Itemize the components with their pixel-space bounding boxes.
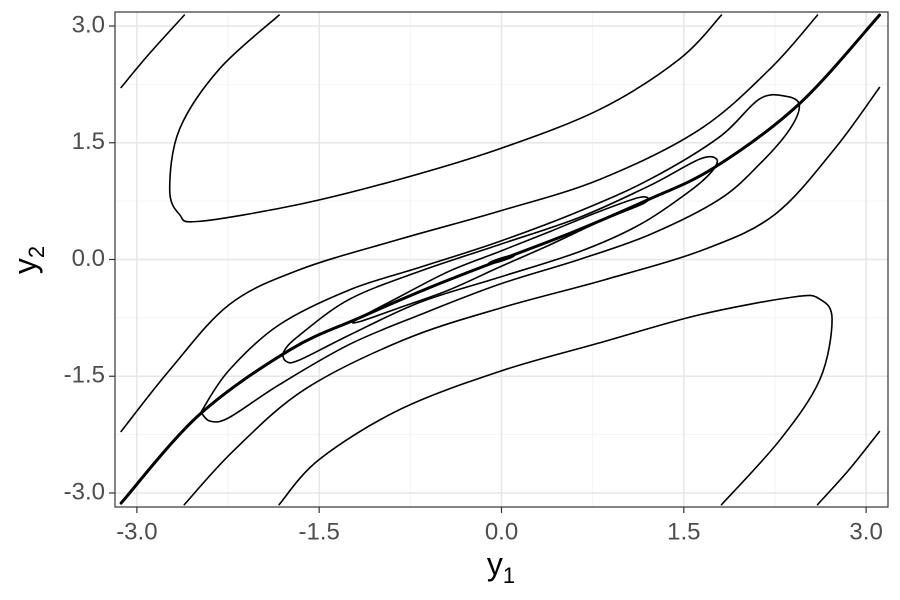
x-axis-title-sub: 1 [503, 563, 515, 588]
x-axis-title: y1 [487, 546, 515, 588]
y-tick-label: -1.5 [64, 362, 105, 389]
y-tick-label: -3.0 [64, 478, 105, 505]
contours [119, 13, 881, 506]
x-tick-label: 3.0 [849, 518, 882, 545]
x-tick-label: 1.5 [667, 518, 700, 545]
ticks: -3.0 -1.5 0.0 1.5 3.0 -3.0 -1.5 0.0 1.5 3.0 [64, 11, 883, 545]
contour-line [282, 155, 719, 364]
y-axis-title: y2 [7, 246, 49, 274]
contour-line [487, 254, 516, 265]
y-tick-label: 0.0 [72, 245, 105, 272]
y-tick-label: 3.0 [72, 11, 105, 38]
contour-line [120, 14, 819, 433]
contour-line [183, 86, 881, 506]
y-tick-label: 1.5 [72, 128, 105, 155]
y-axis-title-main: y [7, 258, 43, 274]
y-axis-title-sub: 2 [24, 246, 49, 258]
contour-line [168, 14, 723, 223]
x-tick-label: 0.0 [485, 518, 518, 545]
contour-line [199, 93, 801, 423]
x-axis-title-main: y [487, 546, 503, 582]
contour-line [278, 294, 833, 506]
contour-line [816, 430, 881, 506]
contour-line [352, 196, 650, 324]
x-tick-label: -1.5 [299, 518, 340, 545]
contour-line [120, 14, 186, 89]
x-tick-label: -3.0 [116, 518, 157, 545]
